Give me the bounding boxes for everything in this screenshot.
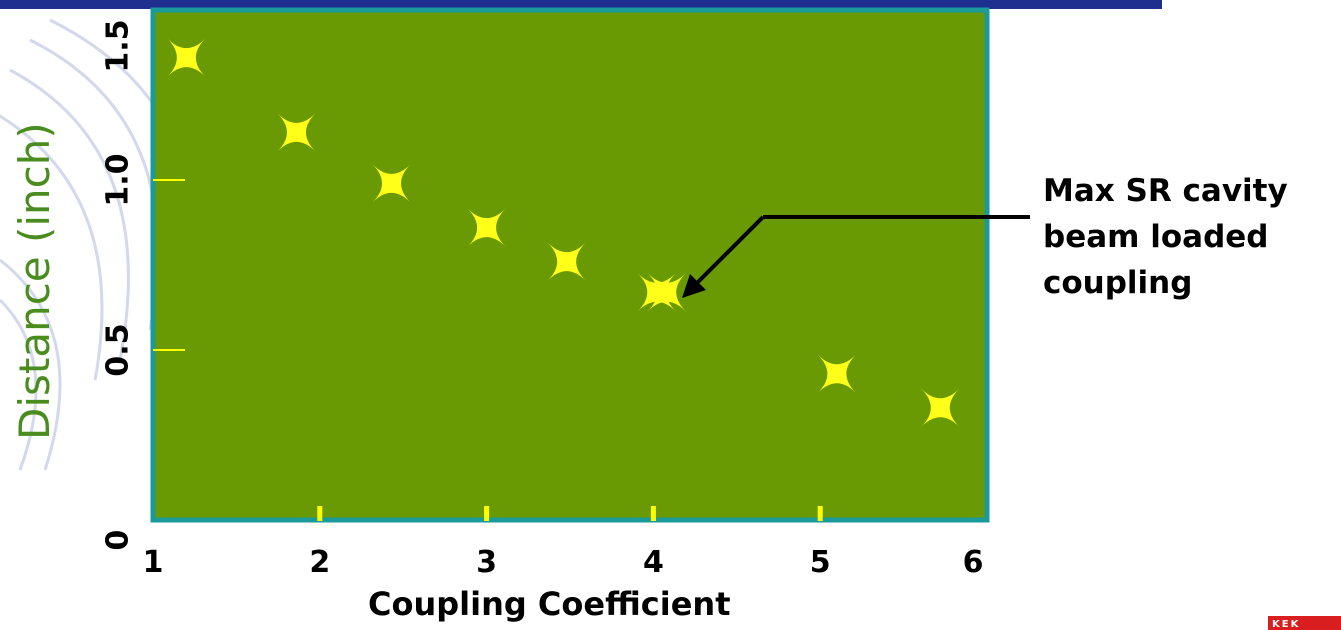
annotation-line-3: coupling xyxy=(1043,265,1193,301)
data-point-marker xyxy=(547,242,586,281)
x-tick-label: 6 xyxy=(963,545,984,580)
x-tick-label: 4 xyxy=(643,545,664,580)
data-point-marker xyxy=(647,273,686,312)
y-tick-label: 0.5 xyxy=(101,323,136,376)
y-tick-label: 1.5 xyxy=(101,19,136,72)
annotation-line-1: Max SR cavity xyxy=(1043,173,1288,209)
data-point-marker xyxy=(277,113,316,152)
annotation-line-2: beam loaded xyxy=(1043,219,1269,255)
x-tick-label: 2 xyxy=(309,545,330,580)
logo: KEK xyxy=(1268,616,1341,630)
x-tick-label: 3 xyxy=(476,545,497,580)
data-point-marker xyxy=(372,164,411,203)
x-axis-label: Coupling Coefficient xyxy=(368,585,731,623)
data-point-marker xyxy=(467,208,506,247)
annotation-arrow xyxy=(682,215,1030,298)
x-tick-label: 1 xyxy=(143,545,164,580)
x-tick-label: 5 xyxy=(810,545,831,580)
y-tick-label: 0 xyxy=(101,530,136,551)
header-bar xyxy=(0,0,1162,9)
annotation-text: Max SR cavity beam loaded coupling xyxy=(1043,168,1341,306)
logo-text: KEK xyxy=(1272,619,1301,630)
data-point-marker xyxy=(817,354,856,393)
data-point-marker xyxy=(921,388,960,427)
data-point-marker xyxy=(167,38,206,77)
y-axis-label: Distance (inch) xyxy=(10,122,59,440)
y-tick-label: 1.0 xyxy=(101,153,136,206)
